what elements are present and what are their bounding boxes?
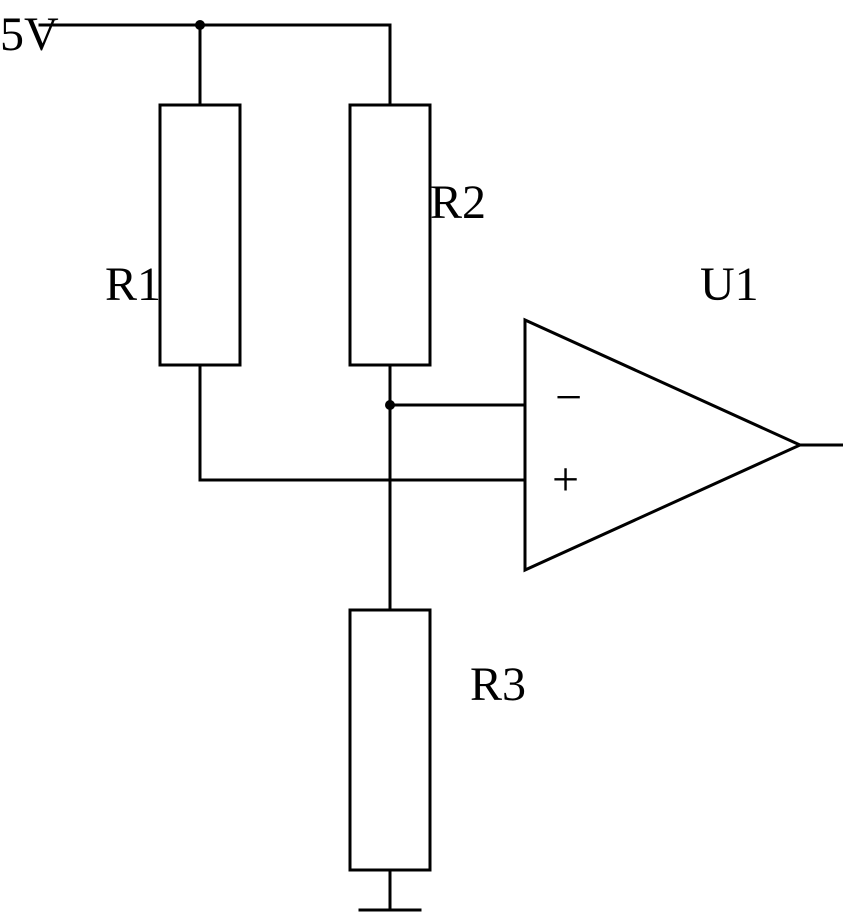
- label-vsupply: 5V: [0, 8, 59, 61]
- resistor-r2: [350, 105, 430, 365]
- label-plus: +: [552, 453, 579, 506]
- label-r3: R3: [470, 658, 526, 711]
- resistor-r1: [160, 105, 240, 365]
- label-r2: R2: [430, 176, 486, 229]
- circuit-schematic: 5V R1 R2 R3 U1 − +: [0, 0, 843, 919]
- label-r1: R1: [105, 258, 161, 311]
- label-u1: U1: [700, 258, 759, 311]
- opamp-u1: [525, 320, 800, 570]
- label-minus: −: [555, 371, 582, 424]
- resistor-r3: [350, 610, 430, 870]
